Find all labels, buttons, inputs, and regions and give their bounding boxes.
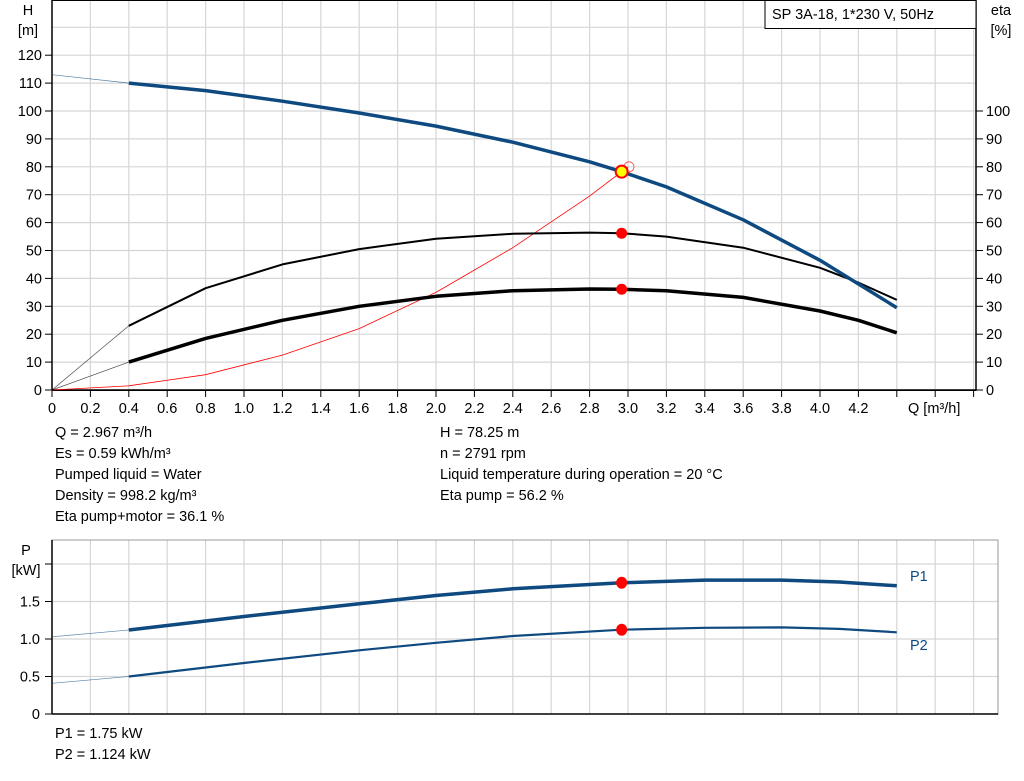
y2-tick-label: 90 xyxy=(986,132,1002,148)
title-box xyxy=(764,0,977,29)
y2-tick-label: 30 xyxy=(986,299,1002,315)
x-tick-label: 3.6 xyxy=(733,401,753,417)
y2-tick-label: 60 xyxy=(986,216,1002,232)
eta-pump-motor-curve-extension xyxy=(51,361,129,391)
x-axis-label: Q [m³/h] xyxy=(908,401,960,417)
duty-point-eta-pump-motor xyxy=(616,283,628,295)
x-tick-label: 1.8 xyxy=(388,401,408,417)
x-tick-label: 1.4 xyxy=(311,401,331,417)
info-left: Q = 2.967 m³/h Es = 0.59 kWh/m³ Pumped l… xyxy=(55,423,224,528)
y2-tick-label: 10 xyxy=(986,355,1002,371)
duty-point-eta-pump xyxy=(616,227,628,239)
duty-point-h xyxy=(614,164,629,179)
x-tick-label: 2.6 xyxy=(541,401,561,417)
x-tick-label: 0 xyxy=(48,401,56,417)
info-liquid: Pumped liquid = Water xyxy=(55,467,202,483)
x-tick-label: 1.2 xyxy=(272,401,292,417)
y-tick-label: 100 xyxy=(18,104,42,120)
eta-pump-motor-curve xyxy=(128,287,898,364)
y-tick-label: 0 xyxy=(34,383,42,399)
y2-axis-unit: [%] xyxy=(991,23,1012,39)
power-y-tick-label: 0.5 xyxy=(20,670,40,686)
y2-tick-label: 70 xyxy=(986,188,1002,204)
y-tick-label: 20 xyxy=(26,327,42,343)
plot-frame xyxy=(51,0,977,391)
info-q: Q = 2.967 m³/h xyxy=(55,425,153,441)
x-tick-label: 3.4 xyxy=(695,401,715,417)
p2-label: P2 xyxy=(910,638,928,654)
info-es: Es = 0.59 kWh/m³ xyxy=(55,446,171,462)
info-temp: Liquid temperature during operation = 20… xyxy=(440,467,723,483)
info-h: H = 78.25 m xyxy=(440,425,520,441)
power-y-tick-label: 1.0 xyxy=(20,632,40,648)
p2-curve-extension xyxy=(51,676,129,684)
system-curve xyxy=(51,166,629,391)
x-tick-label: 4.0 xyxy=(810,401,830,417)
y2-tick-label: 0 xyxy=(986,383,994,399)
y-axis-unit: [m] xyxy=(18,23,38,39)
y-tick-label: 110 xyxy=(19,76,42,92)
power-y-tick-label: 0 xyxy=(32,707,40,723)
info-p2: P2 = 1.124 kW xyxy=(55,747,151,763)
eta-pump-curve xyxy=(128,231,898,327)
p1-label: P1 xyxy=(910,569,928,585)
p1-curve-extension xyxy=(51,629,129,638)
info-density: Density = 998.2 kg/m³ xyxy=(55,488,197,504)
p2-curve xyxy=(128,626,897,678)
info-eta-pump: Eta pump = 56.2 % xyxy=(440,488,564,504)
x-tick-label: 3.0 xyxy=(618,401,638,417)
y2-tick-label: 50 xyxy=(986,244,1002,260)
info-power: P1 = 1.75 kW P2 = 1.124 kW xyxy=(55,724,151,766)
y2-axis-label: eta xyxy=(991,3,1012,19)
x-tick-label: 3.2 xyxy=(656,401,676,417)
x-tick-label: 2.4 xyxy=(503,401,523,417)
h-curve xyxy=(128,81,898,310)
y-tick-label: 70 xyxy=(26,188,42,204)
x-tick-label: 2.2 xyxy=(464,401,484,417)
y-tick-label: 120 xyxy=(18,48,42,64)
y-tick-label: 60 xyxy=(26,216,42,232)
eta-pump-curve-extension xyxy=(51,325,130,391)
y-tick-label: 50 xyxy=(26,244,42,260)
power-plot-frame xyxy=(51,539,999,715)
power-y-label: P xyxy=(21,543,31,559)
y-axis-label: H xyxy=(23,3,33,19)
x-tick-label: 2.8 xyxy=(580,401,600,417)
x-tick-label: 4.2 xyxy=(848,401,868,417)
x-tick-label: 1.0 xyxy=(234,401,254,417)
y-tick-label: 30 xyxy=(26,299,42,315)
x-tick-label: 3.8 xyxy=(772,401,792,417)
y2-tick-label: 80 xyxy=(986,160,1002,176)
y2-tick-label: 100 xyxy=(986,104,1010,120)
info-p1: P1 = 1.75 kW xyxy=(55,726,143,742)
x-tick-label: 0.8 xyxy=(196,401,216,417)
x-tick-label: 0.6 xyxy=(157,401,177,417)
info-right: H = 78.25 m n = 2791 rpm Liquid temperat… xyxy=(440,423,723,507)
x-tick-label: 0.2 xyxy=(80,401,100,417)
p1-curve xyxy=(128,578,897,632)
y-tick-label: 90 xyxy=(26,132,42,148)
power-y-unit: [kW] xyxy=(12,563,41,579)
duty-point-p1 xyxy=(616,576,628,589)
duty-point-p2 xyxy=(616,623,628,636)
y2-tick-label: 20 xyxy=(986,327,1002,343)
chart-title: SP 3A-18, 1*230 V, 50Hz xyxy=(772,7,934,23)
y2-tick-label: 40 xyxy=(986,271,1002,287)
x-tick-label: 2.0 xyxy=(426,401,446,417)
y-tick-label: 10 xyxy=(26,355,42,371)
h-curve-extension xyxy=(51,74,129,84)
power-y-tick-label: 1.5 xyxy=(20,595,40,611)
info-eta-pump-motor: Eta pump+motor = 36.1 % xyxy=(55,509,225,525)
y-tick-label: 40 xyxy=(26,271,42,287)
y-tick-label: 80 xyxy=(26,160,42,176)
x-tick-label: 0.4 xyxy=(119,401,139,417)
x-tick-label: 1.6 xyxy=(349,401,369,417)
info-n: n = 2791 rpm xyxy=(440,446,526,462)
